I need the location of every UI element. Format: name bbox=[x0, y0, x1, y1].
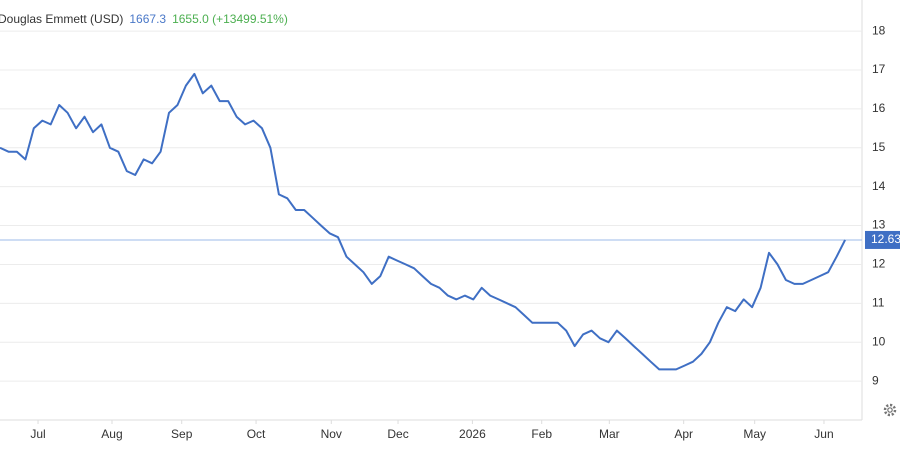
chart-title: Douglas Emmett (USD) bbox=[0, 12, 123, 26]
y-tick-label: 15 bbox=[872, 140, 886, 154]
x-tick-label: Jun bbox=[814, 427, 833, 441]
x-tick-label: Dec bbox=[387, 427, 408, 441]
y-tick-label: 11 bbox=[872, 296, 885, 310]
x-tick-label: 2026 bbox=[459, 427, 486, 441]
y-tick-label: 14 bbox=[872, 179, 886, 193]
x-tick-label: Nov bbox=[321, 427, 342, 441]
x-tick-label: Mar bbox=[599, 427, 620, 441]
price-line bbox=[0, 72, 846, 371]
x-tick-label: May bbox=[743, 427, 766, 441]
x-tick-label: Jul bbox=[30, 427, 45, 441]
header-value: 1667.3 bbox=[129, 12, 166, 26]
y-tick-label: 16 bbox=[872, 101, 886, 115]
last-price-box bbox=[865, 230, 900, 249]
y-tick-label: 18 bbox=[872, 23, 886, 37]
y-tick-label: 13 bbox=[872, 218, 886, 232]
x-tick-label: Feb bbox=[531, 427, 552, 441]
y-tick-label: 12 bbox=[872, 257, 886, 271]
settings-icon[interactable] bbox=[883, 403, 897, 417]
x-tick-label: Oct bbox=[247, 427, 266, 441]
y-tick-label: 17 bbox=[872, 62, 886, 76]
x-tick-label: Apr bbox=[674, 427, 693, 441]
y-tick-label: 10 bbox=[872, 334, 886, 348]
header-value: 1655.0 (+13499.51%) bbox=[172, 12, 288, 26]
last-price-label: 12.63 bbox=[871, 232, 900, 246]
y-tick-label: 9 bbox=[872, 373, 879, 387]
x-tick-label: Aug bbox=[101, 427, 122, 441]
x-tick-label: Sep bbox=[171, 427, 193, 441]
